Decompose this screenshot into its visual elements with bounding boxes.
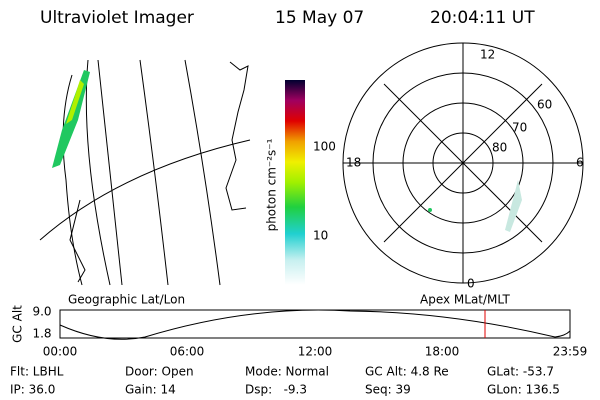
status-field: Flt: LBHL bbox=[10, 365, 64, 379]
map-label: Geographic Lat/Lon bbox=[68, 293, 185, 307]
status-field: GC Alt: 4.8 Re bbox=[365, 365, 449, 379]
alt-xtick: 12:00 bbox=[298, 345, 333, 359]
alt-xtick: 00:00 bbox=[43, 345, 78, 359]
polar-grid bbox=[342, 42, 584, 284]
status-field: IP: 36.0 bbox=[10, 383, 55, 397]
alt-xtick: 23:59 bbox=[553, 345, 588, 359]
mlt-label: 12 bbox=[480, 48, 495, 62]
alt-ylabel: GC Alt bbox=[11, 305, 25, 343]
colorbar-tick: 100 bbox=[313, 140, 336, 154]
status-field: Mode: Normal bbox=[245, 365, 329, 379]
meridian bbox=[97, 59, 123, 286]
alt-ytick: 1.8 bbox=[32, 327, 51, 341]
polar-label: Apex MLat/MLT bbox=[420, 293, 510, 307]
alt-xtick: 06:00 bbox=[170, 345, 205, 359]
colorbar-label: photon cm⁻²s⁻¹ bbox=[265, 138, 279, 231]
colorbar-tick: 10 bbox=[313, 229, 328, 243]
title: Ultraviolet Imager bbox=[40, 8, 194, 28]
status-field: GLon: 136.5 bbox=[487, 383, 560, 397]
meridian bbox=[85, 59, 111, 286]
mlt-label: 18 bbox=[346, 156, 361, 170]
status-field: Door: Open bbox=[125, 365, 194, 379]
colorbar bbox=[285, 80, 305, 285]
status-field: Seq: 39 bbox=[365, 383, 411, 397]
status-field: Gain: 14 bbox=[125, 383, 176, 397]
coastline bbox=[69, 199, 86, 283]
mlt-label: 0 bbox=[467, 277, 475, 291]
aurora bbox=[428, 208, 432, 212]
alt-ytick: 9.0 bbox=[32, 305, 51, 319]
mlt-label: 6 bbox=[576, 156, 584, 170]
map bbox=[39, 59, 251, 286]
alt-xtick: 18:00 bbox=[425, 345, 460, 359]
status-field: Dsp: -9.3 bbox=[245, 383, 307, 397]
date: 15 May 07 bbox=[275, 8, 364, 28]
aurora bbox=[66, 80, 84, 124]
mlat-label: 80 bbox=[492, 141, 507, 155]
parallel bbox=[39, 139, 251, 241]
meridian bbox=[139, 59, 169, 286]
time: 20:04:11 UT bbox=[430, 8, 535, 28]
meridian bbox=[184, 59, 221, 286]
status-field: GLat: -53.7 bbox=[487, 365, 554, 379]
coastline bbox=[225, 61, 249, 211]
mlat-label: 70 bbox=[512, 121, 527, 135]
meridian bbox=[62, 74, 83, 286]
footer: Flt: LBHL Door: Open Mode: Normal GC Alt: 4… bbox=[10, 365, 560, 397]
mlat-label: 60 bbox=[537, 98, 552, 112]
alt-curve bbox=[59, 309, 571, 340]
aurora bbox=[505, 180, 522, 232]
